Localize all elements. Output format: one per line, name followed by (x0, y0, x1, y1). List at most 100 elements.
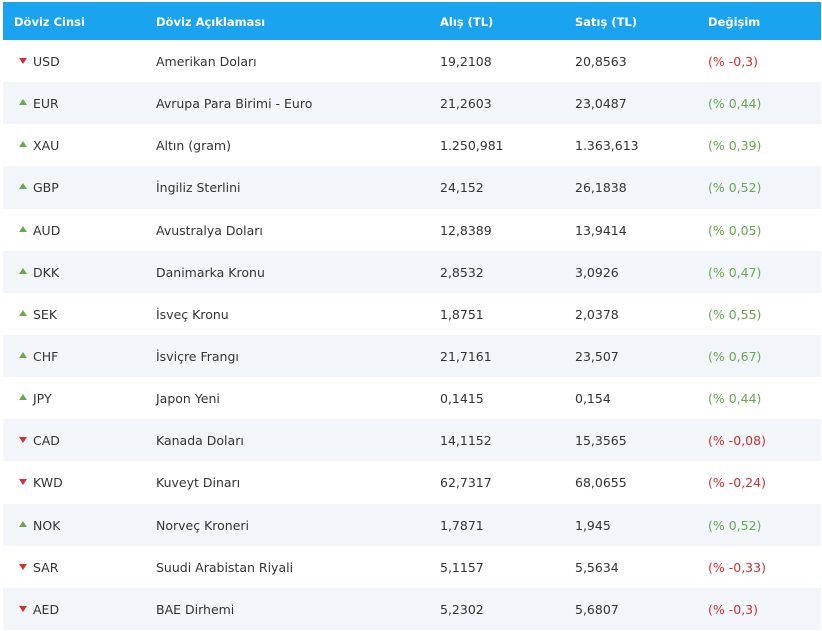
currency-name: Avustralya Doları (156, 222, 263, 238)
triangle-up-icon (19, 225, 27, 232)
table-row[interactable]: CHF İsviçre Frangı 21,7161 23,507 (% 0,67) (3, 334, 821, 378)
table-row[interactable]: USD Amerikan Doları 19,2108 20,8563 (% -0,3) (3, 40, 821, 82)
currency-code: EUR (33, 96, 59, 112)
buy-price: 2,8532 (440, 264, 484, 280)
sell-price: 23,0487 (575, 96, 627, 112)
buy-price: 14,1152 (440, 433, 492, 449)
buy-price: 19,2108 (440, 54, 492, 69)
currency-code: NOK (33, 517, 61, 533)
sell-price: 68,0655 (575, 475, 627, 491)
currency-name: Suudi Arabistan Riyali (156, 559, 294, 575)
sell-price: 1.363,613 (575, 138, 639, 154)
header-buy[interactable]: Alış (TL) (440, 15, 494, 29)
currency-code: CAD (33, 433, 60, 449)
currency-name: Norveç Kroneri (156, 517, 250, 533)
change-percent: (% 0,44) (708, 96, 762, 112)
triangle-down-icon (19, 58, 27, 64)
buy-price: 12,8389 (440, 222, 492, 238)
triangle-up-icon (19, 351, 27, 358)
change-percent: (% 0,44) (708, 391, 762, 407)
currency-name: Japon Yeni (156, 391, 220, 407)
table-row[interactable]: AED BAE Dirhemi 5,2302 5,6807 (% -0,3) (3, 587, 821, 630)
table-row[interactable]: EUR Avrupa Para Birimi - Euro 21,2603 23,04… (3, 82, 821, 125)
change-percent: (% 0,52) (708, 180, 762, 196)
currency-name: İsveç Kronu (156, 306, 229, 322)
sell-price: 13,9414 (575, 222, 627, 238)
currency-code: SEK (33, 306, 58, 322)
triangle-up-icon (19, 520, 27, 527)
currency-code: KWD (33, 475, 63, 491)
table-body: USD Amerikan Doları 19,2108 20,8563 (% -0,3)… (3, 40, 821, 630)
change-percent: (% -0,24) (708, 475, 766, 491)
change-percent: (% -0,3) (708, 54, 758, 69)
currency-name: Danimarka Kronu (156, 264, 265, 280)
currency-name: Altın (gram) (156, 138, 231, 154)
header-sell[interactable]: Satış (TL) (575, 15, 638, 29)
buy-price: 0,1415 (440, 391, 484, 407)
triangle-down-icon (19, 563, 27, 570)
sell-price: 1,945 (575, 517, 611, 533)
currency-name: İngiliz Sterlini (156, 180, 241, 196)
table-header: Döviz Cinsi Döviz Açıklaması Alış (TL) S… (3, 2, 821, 40)
triangle-down-icon (19, 479, 27, 486)
table-row[interactable]: KWD Kuveyt Dinarı 62,7317 68,0655 (% -0,24) (3, 461, 821, 503)
table-row[interactable]: CAD Kanada Doları 14,1152 15,3565 (% -0,08) (3, 419, 821, 462)
buy-price: 21,7161 (440, 348, 492, 364)
buy-price: 1.250,981 (440, 138, 504, 154)
sell-price: 2,0378 (575, 306, 619, 322)
sell-price: 26,1838 (575, 180, 627, 196)
currency-name: İsviçre Frangı (156, 348, 239, 364)
currency-code: AUD (33, 222, 61, 238)
table-row[interactable]: XAU Altın (gram) 1.250,981 1.363,613 (% 0,39… (3, 124, 821, 166)
change-percent: (% -0,33) (708, 559, 766, 575)
currency-code: AED (33, 601, 60, 617)
currency-code: SAR (33, 559, 59, 575)
change-percent: (% -0,08) (708, 433, 766, 449)
currency-code: USD (33, 54, 60, 69)
currency-code: GBP (33, 180, 59, 196)
currency-name: BAE Dirhemi (156, 601, 235, 617)
triangle-up-icon (19, 183, 27, 190)
sell-price: 15,3565 (575, 433, 627, 449)
change-percent: (% 0,39) (708, 138, 762, 154)
header-currency-code[interactable]: Döviz Cinsi (14, 15, 85, 29)
change-percent: (% 0,55) (708, 306, 762, 322)
currency-code: JPY (33, 391, 52, 407)
sell-price: 0,154 (575, 391, 611, 407)
buy-price: 5,2302 (440, 601, 484, 617)
change-percent: (% 0,52) (708, 517, 762, 533)
triangle-up-icon (19, 309, 27, 316)
triangle-up-icon (19, 141, 27, 148)
buy-price: 1,7871 (440, 517, 484, 533)
sell-price: 5,6807 (575, 601, 619, 617)
table-row[interactable]: SEK İsveç Kronu 1,8751 2,0378 (% 0,55) (3, 293, 821, 335)
currency-code: DKK (33, 264, 60, 280)
table-row[interactable]: NOK Norveç Kroneri 1,7871 1,945 (% 0,52) (3, 503, 821, 546)
currency-name: Avrupa Para Birimi - Euro (156, 96, 313, 112)
triangle-down-icon (19, 605, 27, 612)
sell-price: 5,5634 (575, 559, 619, 575)
table-row[interactable]: JPY Japon Yeni 0,1415 0,154 (% 0,44) (3, 377, 821, 419)
currency-code: XAU (33, 138, 60, 154)
change-percent: (% 0,47) (708, 264, 762, 280)
change-percent: (% 0,05) (708, 222, 762, 238)
table-row[interactable]: AUD Avustralya Doları 12,8389 13,9414 (% 0,0… (3, 209, 821, 251)
currency-name: Kuveyt Dinarı (156, 475, 241, 491)
buy-price: 62,7317 (440, 475, 492, 491)
triangle-up-icon (19, 99, 27, 106)
sell-price: 20,8563 (575, 54, 627, 69)
currency-name: Kanada Doları (156, 433, 244, 449)
buy-price: 5,1157 (440, 559, 484, 575)
triangle-down-icon (19, 437, 27, 444)
header-change[interactable]: Değişim (708, 15, 761, 29)
currency-code: CHF (33, 348, 59, 364)
triangle-up-icon (19, 394, 27, 401)
currency-name: Amerikan Doları (156, 54, 257, 69)
table-row[interactable]: GBP İngiliz Sterlini 24,152 26,1838 (% 0,52) (3, 166, 821, 209)
change-percent: (% 0,67) (708, 348, 762, 364)
table-row[interactable]: DKK Danimarka Kronu 2,8532 3,0926 (% 0,47) (3, 250, 821, 293)
header-currency-description[interactable]: Döviz Açıklaması (156, 15, 266, 29)
table-row[interactable]: SAR Suudi Arabistan Riyali 5,1157 5,5634 (% … (3, 546, 821, 588)
sell-price: 3,0926 (575, 264, 619, 280)
